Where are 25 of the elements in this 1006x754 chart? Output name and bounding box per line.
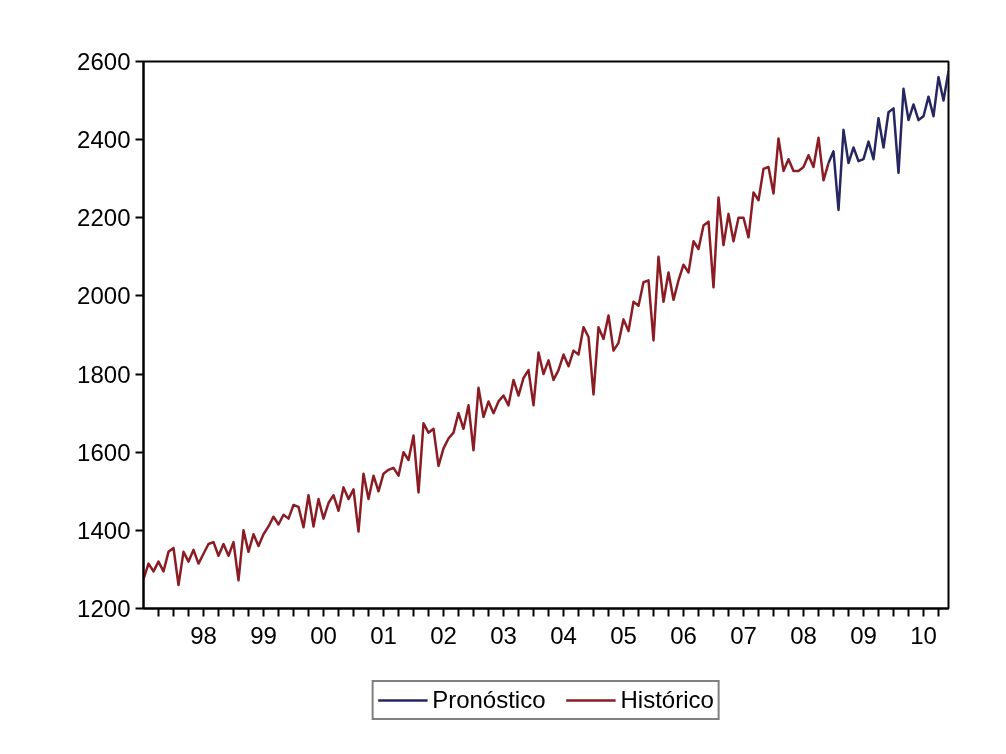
y-tick-label: 2000	[77, 282, 131, 310]
y-tick-label: 2400	[77, 126, 131, 154]
line-series	[143, 136, 830, 587]
x-tick-label: 10	[910, 621, 937, 649]
y-tick-label: 2600	[77, 48, 131, 75]
x-tick-label: 00	[310, 621, 337, 649]
y-tick-label: 1600	[77, 438, 131, 466]
x-tick-label: 08	[790, 621, 817, 649]
x-tick-label: 07	[730, 621, 757, 649]
x-tick-label: 99	[250, 621, 277, 649]
line-series	[827, 70, 949, 212]
x-tick-label: 05	[610, 621, 637, 649]
y-tick-label: 1200	[77, 595, 131, 622]
x-tick-label: 09	[850, 621, 877, 649]
legend-label: Histórico	[620, 686, 714, 714]
y-tick-label: 2200	[77, 204, 131, 232]
x-tick-label: 03	[490, 621, 517, 649]
x-tick-label: 98	[190, 621, 217, 649]
x-tick-label: 01	[370, 621, 397, 649]
y-tick-label: 1400	[77, 516, 131, 544]
x-tick-label: 02	[430, 621, 457, 649]
legend-label: Pronóstico	[432, 686, 546, 714]
x-tick-label: 04	[550, 621, 577, 649]
y-tick-label: 1800	[77, 360, 131, 388]
x-tick-label: 06	[670, 621, 697, 649]
